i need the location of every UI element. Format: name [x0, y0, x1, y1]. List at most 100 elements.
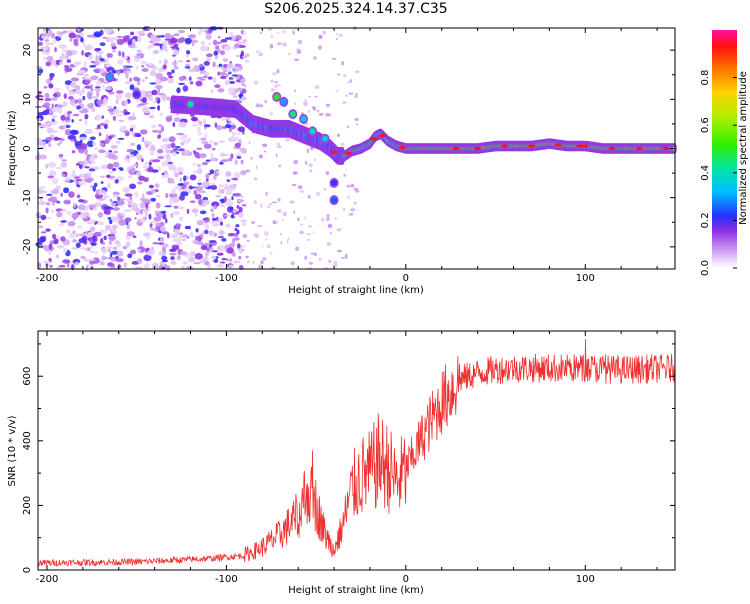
noise-blob — [46, 127, 54, 134]
peak-marker — [581, 144, 589, 148]
noise-blob — [245, 255, 249, 259]
noise-blob — [277, 84, 281, 87]
noise-blob — [224, 214, 232, 217]
noise-blob — [129, 249, 137, 255]
noise-blob — [240, 147, 247, 154]
noise-blob — [183, 181, 190, 185]
noise-blob — [120, 198, 125, 201]
noise-blob — [112, 115, 117, 121]
noise-blob — [304, 255, 308, 260]
noise-blob — [51, 115, 58, 119]
noise-blob — [296, 48, 299, 53]
noise-blob — [115, 113, 123, 117]
noise-blob — [335, 90, 339, 92]
noise-blob — [42, 260, 51, 264]
noise-blob — [112, 246, 118, 250]
signal-blob — [331, 179, 338, 186]
noise-blob — [77, 204, 86, 211]
noise-blob — [84, 44, 93, 51]
noise-blob — [240, 159, 244, 165]
noise-blob — [182, 139, 190, 144]
noise-blob — [232, 209, 238, 214]
noise-blob — [92, 60, 100, 66]
noise-blob — [186, 236, 190, 239]
noise-blob — [130, 31, 135, 36]
noise-blob — [227, 232, 236, 237]
noise-blob — [200, 41, 205, 45]
noise-blob — [107, 182, 111, 189]
noise-blob — [75, 233, 79, 238]
noise-blob — [79, 136, 87, 141]
noise-blob — [355, 70, 360, 74]
noise-blob — [221, 238, 227, 242]
noise-blob — [351, 207, 355, 210]
noise-blob — [228, 63, 234, 69]
noise-blob — [140, 60, 148, 65]
noise-blob — [141, 68, 149, 72]
peak-marker — [398, 145, 406, 150]
noise-blob — [86, 154, 90, 161]
noise-blob — [229, 81, 236, 84]
noise-blob — [45, 43, 49, 50]
noise-blob — [215, 195, 221, 198]
noise-blob — [218, 140, 226, 144]
noise-blob — [90, 250, 94, 253]
noise-blob — [169, 196, 173, 201]
noise-blob — [60, 114, 66, 121]
noise-blob — [231, 177, 238, 181]
noise-blob — [67, 262, 70, 268]
noise-blob — [297, 185, 303, 190]
noise-blob — [170, 37, 178, 44]
noise-blob — [159, 76, 168, 82]
noise-blob — [281, 218, 284, 222]
noise-blob — [143, 177, 149, 182]
noise-blob — [220, 71, 227, 76]
noise-blob — [85, 265, 89, 272]
y-tick-label: -10 — [22, 190, 33, 206]
noise-blob — [176, 241, 183, 246]
x-tick-label: 0 — [403, 574, 409, 585]
noise-blob — [156, 195, 161, 198]
noise-blob — [203, 71, 210, 77]
noise-blob — [135, 134, 142, 137]
noise-blob — [98, 149, 106, 153]
noise-blob — [188, 256, 196, 263]
noise-blob — [171, 69, 175, 74]
noise-blob — [148, 213, 152, 220]
noise-blob — [229, 206, 234, 211]
noise-blob — [182, 261, 188, 265]
noise-blob — [161, 259, 168, 263]
noise-blob — [205, 33, 212, 40]
noise-blob — [46, 202, 51, 206]
noise-blob — [211, 217, 217, 221]
noise-blob — [73, 39, 78, 46]
noise-blob — [197, 132, 202, 136]
noise-blob — [94, 86, 101, 89]
noise-blob — [234, 66, 240, 73]
noise-blob — [212, 222, 220, 227]
noise-blob — [90, 185, 94, 188]
noise-blob — [158, 60, 162, 64]
noise-blob — [41, 231, 47, 234]
noise-blob — [128, 205, 132, 208]
noise-blob — [143, 216, 148, 220]
noise-blob — [231, 252, 236, 257]
noise-blob — [108, 240, 113, 246]
noise-blob — [144, 111, 151, 114]
noise-blob — [293, 101, 296, 106]
noise-blob — [228, 184, 236, 189]
noise-blob — [215, 125, 223, 131]
noise-blob — [71, 119, 74, 123]
noise-blob — [355, 92, 358, 97]
noise-blob — [102, 36, 107, 39]
noise-blob — [92, 141, 97, 147]
snr-x-label: Height of straight line (km) — [288, 585, 424, 596]
noise-blob — [203, 61, 210, 66]
noise-blob — [241, 83, 246, 86]
noise-blob — [123, 198, 132, 201]
noise-blob — [336, 228, 342, 232]
noise-blob — [173, 65, 179, 70]
peak-marker — [528, 144, 535, 148]
noise-blob — [118, 119, 125, 122]
noise-blob — [308, 169, 313, 173]
